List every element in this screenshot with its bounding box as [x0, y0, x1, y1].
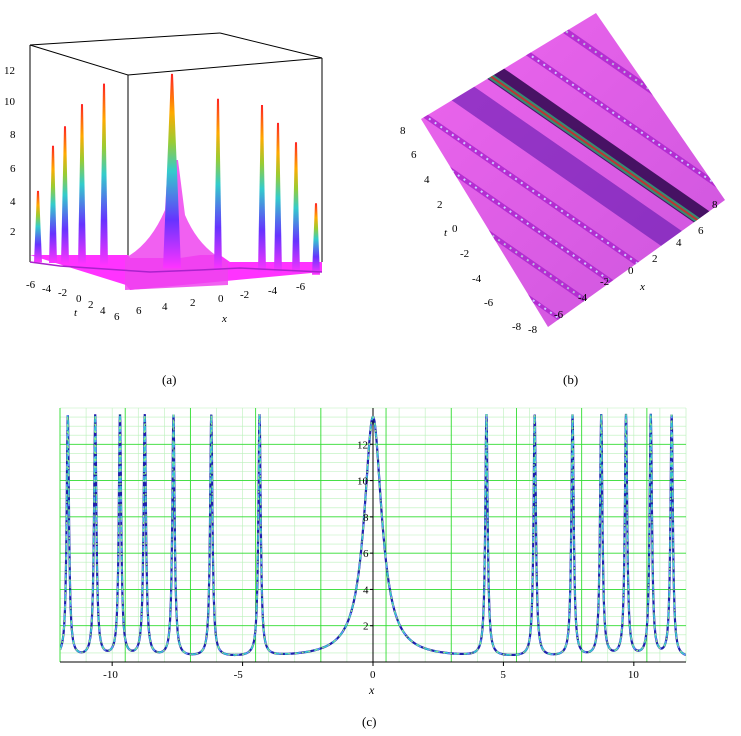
x-axis-label: x [368, 683, 375, 697]
t-tick-label: 0 [452, 223, 458, 235]
z-tick-label: 8 [10, 129, 16, 141]
x-tick-label: -5 [234, 669, 244, 681]
density-dotted-ridge [421, 102, 725, 327]
y-tick-label: 12 [357, 439, 368, 451]
caption-b: (b) [563, 372, 579, 387]
caption-c: (c) [362, 714, 377, 729]
t-tick-label: -4 [42, 283, 52, 295]
surface-peak [163, 73, 181, 269]
x-axis-ticks-b: -8 -6 -4 -2 0 2 4 6 8 x [528, 199, 718, 336]
x-tick-label: -10 [103, 669, 118, 681]
density-dotted-ridge [421, 13, 725, 229]
surface-peak [274, 122, 282, 274]
y-tick-label: 10 [357, 476, 369, 488]
z-tick-label: 10 [4, 96, 16, 108]
x-tick-label: -2 [600, 276, 609, 288]
x-tick-label: -4 [578, 292, 588, 304]
panel-b-density-plot: 8 6 4 2 0 -2 -4 -6 -8 t -8 -6 -4 -2 0 2 … [400, 13, 725, 336]
x-tick-label: -4 [268, 285, 278, 297]
t-tick-label: -4 [472, 273, 482, 285]
y-tick-label: 4 [363, 584, 369, 596]
surface-peak [49, 145, 57, 264]
x-tick-label: 0 [628, 265, 634, 277]
curves [60, 413, 686, 657]
t-axis-ticks: -6 -4 -2 0 2 4 6 t [26, 279, 120, 323]
x-tick-label: 4 [676, 237, 682, 249]
surface-peak [78, 104, 86, 265]
caption-a: (a) [162, 372, 177, 387]
surface-peak [100, 83, 108, 266]
z-tick-label: 12 [4, 65, 15, 77]
surface-marks [29, 73, 323, 290]
x-tick-label: 2 [190, 297, 196, 309]
x-axis-label: x [639, 281, 645, 293]
t-tick-label: 0 [76, 293, 82, 305]
surface-peak [258, 105, 266, 273]
panel-a-surface-plot: 2 4 6 8 10 12 -6 -4 -2 0 2 4 6 t 6 4 2 0… [4, 32, 323, 325]
x-tick-label: 0 [370, 669, 376, 681]
surface-bounding-box [29, 32, 323, 262]
y-tick-label: 8 [363, 512, 369, 524]
x-tick-label: -8 [528, 324, 538, 336]
t-axis-label: t [74, 307, 78, 319]
surface-peak [214, 98, 222, 271]
surface-ridge [29, 261, 323, 273]
x-tick-label: 5 [500, 669, 506, 681]
t-tick-label: -2 [460, 248, 469, 260]
t-tick-label: 2 [88, 299, 94, 311]
x-axis-label: x [221, 313, 227, 325]
x-tick-label: -6 [296, 281, 306, 293]
y-tick-label: 6 [363, 548, 369, 560]
t-tick-label: -2 [58, 287, 67, 299]
x-tick-label: 6 [698, 225, 704, 237]
x-tick-label: 2 [652, 253, 658, 265]
surface-peak [292, 142, 300, 274]
x-tick-label: 8 [712, 199, 718, 211]
t-tick-label: -8 [512, 321, 522, 333]
x-tick-label: -6 [554, 309, 564, 321]
z-tick-label: 2 [10, 226, 16, 238]
z-tick-label: 4 [10, 196, 16, 208]
z-axis-ticks: 2 4 6 8 10 12 [4, 65, 16, 238]
t-tick-label: 8 [400, 125, 406, 137]
x-tick-label: 0 [218, 293, 224, 305]
density-dotted-ridge [421, 13, 725, 262]
panel-c-line-plot: -10 -5 0 5 10 2 4 6 8 10 12 x [59, 407, 687, 697]
t-tick-label: 6 [114, 311, 120, 323]
surface-peak [61, 126, 69, 264]
t-tick-label: -6 [484, 297, 494, 309]
z-tick-label: 6 [10, 163, 16, 175]
t-tick-label: 6 [411, 149, 417, 161]
t-tick-label: 4 [424, 174, 430, 186]
t-tick-label: 2 [437, 199, 443, 211]
density-dotted-ridge [421, 53, 725, 327]
solution-curve [60, 413, 686, 656]
y-tick-label: 2 [363, 621, 369, 633]
x-axis-ticks: 6 4 2 0 -2 -4 -6 x [136, 281, 306, 325]
x-tick-label: 10 [628, 669, 640, 681]
surface-peak [34, 190, 42, 263]
t-axis-label: t [444, 227, 448, 239]
density-dotted-ridge [421, 78, 725, 327]
x-tick-label: -2 [240, 289, 249, 301]
x-tick-label: 4 [162, 301, 168, 313]
t-tick-label: -6 [26, 279, 36, 291]
t-axis-ticks-b: 8 6 4 2 0 -2 -4 -6 -8 t [400, 125, 522, 333]
axis-ticks-c: -10 -5 0 5 10 2 4 6 8 10 12 [103, 439, 639, 681]
x-tick-label: 6 [136, 305, 142, 317]
t-tick-label: 4 [100, 305, 106, 317]
surface-peak [312, 203, 320, 275]
